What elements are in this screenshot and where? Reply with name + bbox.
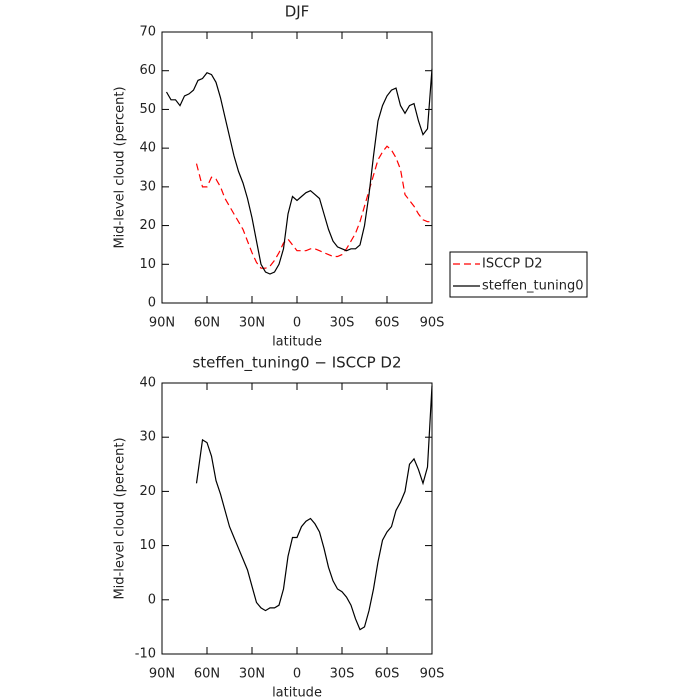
x-tick-label: 0 — [293, 316, 301, 331]
x-tick-label: 90N — [149, 316, 175, 331]
y-tick-label: 10 — [139, 257, 156, 272]
x-tick-label: 30S — [330, 316, 355, 331]
chart-title: DJF — [285, 3, 310, 21]
x-tick-label: 90S — [420, 667, 445, 682]
y-tick-label: 20 — [139, 484, 156, 499]
legend-box — [449, 251, 588, 298]
x-tick-label: 60N — [194, 667, 220, 682]
plot-frame — [161, 382, 433, 655]
chart-title: steffen_tuning0 − ISCCP D2 — [192, 354, 401, 373]
y-tick-label: 40 — [139, 376, 156, 391]
y-tick-label: 20 — [139, 218, 156, 233]
y-tick-label: 0 — [148, 592, 156, 607]
y-axis-label: Mid-level cloud (percent) — [113, 437, 128, 599]
y-tick-label: -10 — [135, 647, 156, 662]
x-tick-label: 0 — [293, 667, 301, 682]
legend-label: steffen_tuning0 — [482, 279, 584, 294]
x-axis-label: latitude — [272, 686, 322, 700]
y-tick-label: 70 — [139, 25, 156, 40]
y-tick-label: 30 — [139, 179, 156, 194]
y-tick-label: 50 — [139, 102, 156, 117]
line-series — [165, 68, 433, 275]
x-tick-label: 60N — [194, 316, 220, 331]
line-series — [195, 385, 433, 631]
x-tick-label: 30N — [239, 667, 265, 682]
x-tick-label: 30S — [330, 667, 355, 682]
y-tick-label: 30 — [139, 430, 156, 445]
y-tick-label: 60 — [139, 63, 156, 78]
x-axis-label: latitude — [272, 335, 322, 350]
y-tick-label: 40 — [139, 141, 156, 156]
x-tick-label: 30N — [239, 316, 265, 331]
y-axis-label: Mid-level cloud (percent) — [113, 86, 128, 248]
y-tick-label: 10 — [139, 538, 156, 553]
plot-frame — [161, 31, 433, 304]
x-tick-label: 90S — [420, 316, 445, 331]
legend-label: ISCCP D2 — [482, 257, 543, 272]
x-tick-label: 90N — [149, 667, 175, 682]
y-tick-label: 0 — [148, 296, 156, 311]
line-series — [195, 145, 432, 269]
x-tick-label: 60S — [375, 316, 400, 331]
x-tick-label: 60S — [375, 667, 400, 682]
